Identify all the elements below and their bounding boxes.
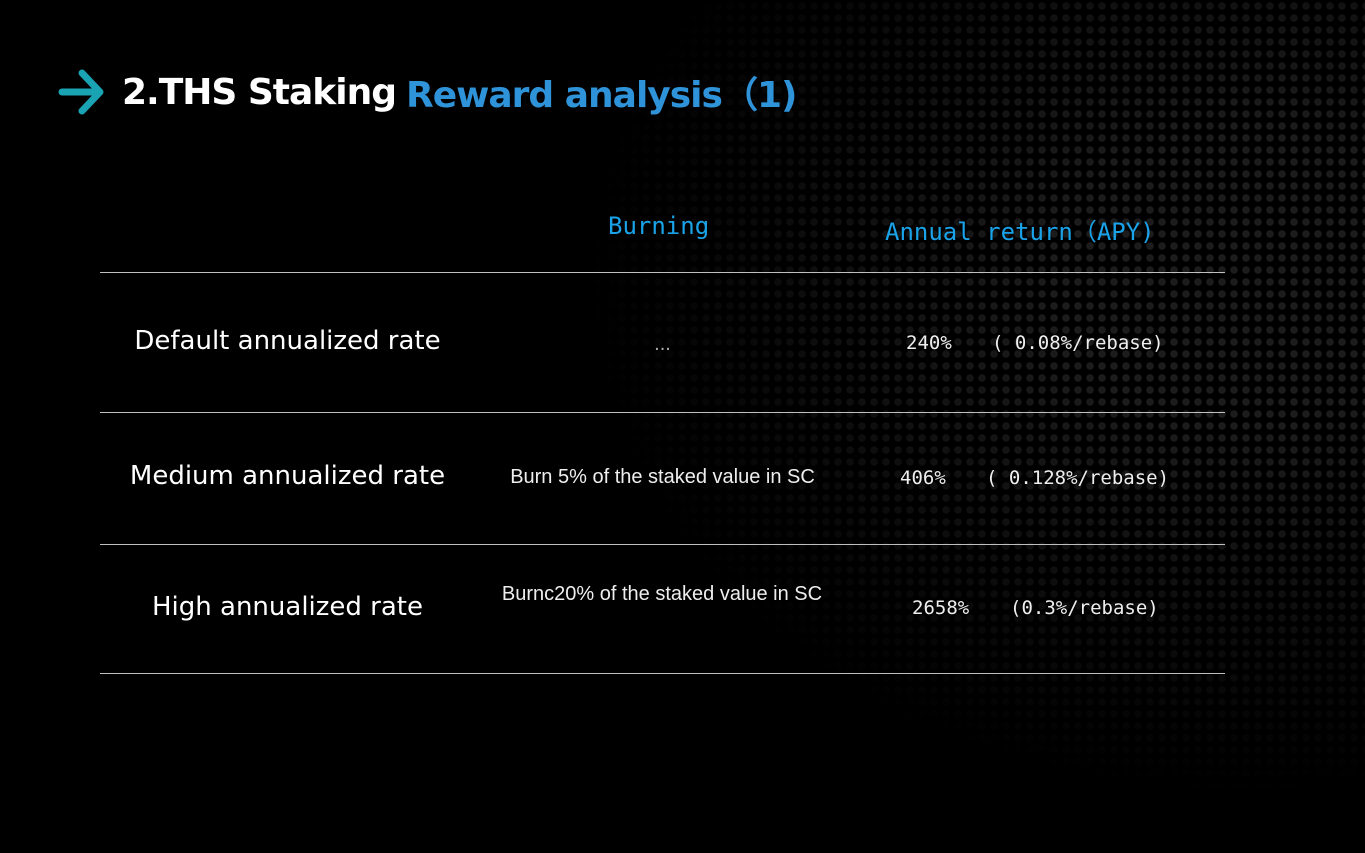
row-apy: 240% xyxy=(906,332,952,354)
row-label: Default annualized rate xyxy=(134,326,441,356)
row-label: High annualized rate xyxy=(152,592,423,622)
divider xyxy=(100,544,1225,545)
header-apy: Annual return（APY) xyxy=(885,218,1155,246)
row-rebase: (0.3%/rebase) xyxy=(1010,597,1159,619)
row-burning: Burnc20% of the staked value in SC xyxy=(501,583,823,605)
header-burning: Burning xyxy=(608,212,710,240)
page-title: 2.THS Staking Reward analysis（1) xyxy=(58,66,797,118)
row-rebase: ( 0.08%/rebase) xyxy=(992,332,1164,354)
row-apy: 406% xyxy=(900,467,946,489)
arrow-right-icon xyxy=(58,69,104,115)
divider xyxy=(100,272,1225,273)
row-label: Medium annualized rate xyxy=(129,461,446,491)
title-highlight: Reward analysis（1) xyxy=(405,75,797,116)
divider xyxy=(100,412,1225,413)
row-rebase: ( 0.128%/rebase) xyxy=(986,467,1170,489)
title-main: 2.THS Staking xyxy=(122,71,397,113)
row-burning: Burn 5% of the staked value in SC xyxy=(510,466,815,488)
row-apy: 2658% xyxy=(912,597,970,619)
dotted-world-map-background xyxy=(580,0,1365,800)
divider xyxy=(100,673,1225,674)
row-burning: ... xyxy=(654,333,671,355)
